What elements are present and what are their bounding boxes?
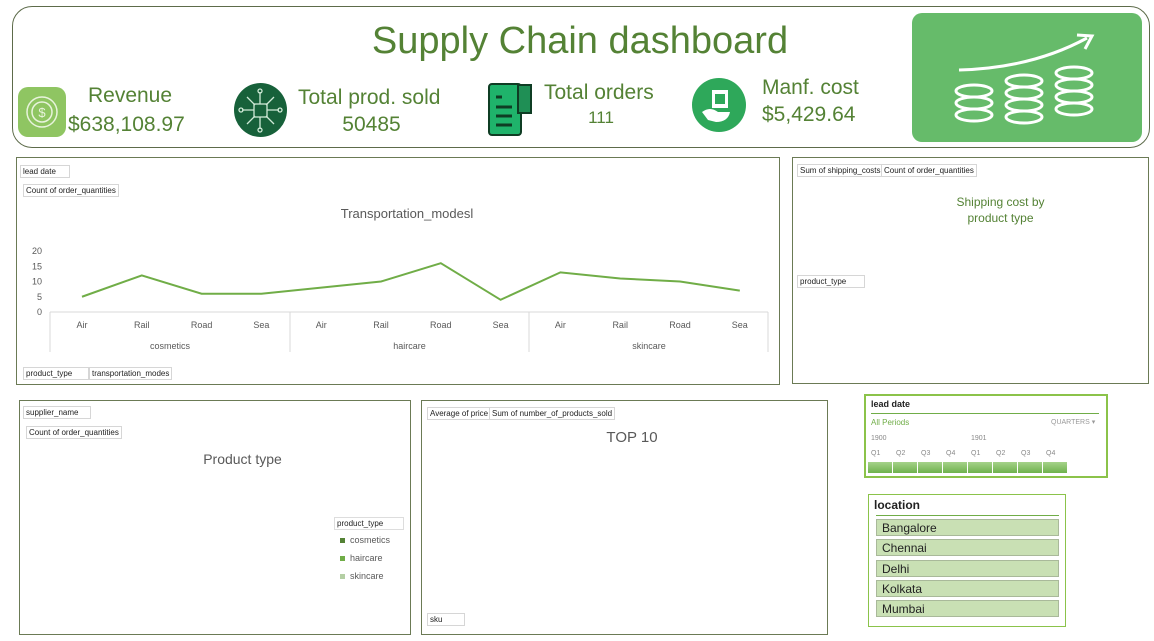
timeline-quarter-label: Q4 (946, 450, 956, 457)
lead-date-timeline[interactable]: lead date All Periods QUARTERS ▾ 1900 190… (864, 394, 1108, 478)
timeline-quarter-label: Q2 (896, 450, 906, 457)
timeline-quarter-label: Q2 (996, 450, 1006, 457)
lead-date-filter[interactable]: lead date (20, 165, 70, 178)
transportation-modes-field[interactable]: transportation_modes (89, 367, 173, 380)
manf-cost-value: $5,429.64 (762, 103, 856, 126)
timeline-quarter-bar[interactable] (893, 462, 917, 473)
revenue-label: Revenue (87, 84, 173, 107)
x-tick-label: Rail (373, 320, 389, 330)
growth-coins-icon (912, 13, 1142, 142)
legend-item: skincare (340, 571, 384, 581)
timeline-title: lead date (871, 399, 911, 409)
x-tick-label: Road (191, 320, 213, 330)
time-level-dropdown[interactable]: QUARTERS ▾ (1051, 418, 1095, 426)
chart-title: Shipping cost by product type (956, 195, 1045, 225)
product-type-field[interactable]: product_type (23, 367, 89, 380)
value-field-tag[interactable]: Count of order_quantities (23, 184, 119, 197)
supplier-name-filter[interactable]: supplier_name (23, 406, 91, 419)
timeline-quarter-bar[interactable] (993, 462, 1017, 473)
pie-chart-panel: supplier_name Count of order_quantities … (19, 400, 411, 635)
location-item[interactable]: Bangalore (876, 519, 1059, 536)
y-tick-label: 5 (37, 292, 42, 302)
legend-swatch (340, 574, 345, 579)
x-tick-label: Sea (253, 320, 269, 330)
chart-title: TOP 10 (606, 429, 658, 446)
time-level-label: QUARTERS (1051, 419, 1090, 426)
hand-money-icon (692, 78, 746, 132)
chart-title: Transportation_modesl (340, 206, 474, 221)
all-periods[interactable]: All Periods (871, 418, 910, 427)
legend-label: skincare (350, 571, 384, 581)
group-label: cosmetics (150, 341, 191, 351)
timeline-quarter-label: Q4 (1046, 450, 1056, 457)
timeline-quarter-bar[interactable] (1018, 462, 1042, 473)
timeline-quarter-bar[interactable] (943, 462, 967, 473)
location-item[interactable]: Kolkata (876, 579, 1059, 597)
product-type-field[interactable]: product_type (797, 275, 865, 288)
total-orders-label: Total orders (544, 81, 654, 104)
y-tick-label: 10 (32, 277, 42, 287)
timeline-quarter-bar[interactable] (918, 462, 942, 473)
total-prod-sold-value: 50485 (342, 113, 401, 136)
timeline-quarter-bar[interactable] (868, 462, 892, 473)
x-tick-label: Air (77, 320, 88, 330)
legend-item: haircare (340, 553, 383, 563)
timeline-quarter-label: Q3 (1021, 450, 1031, 457)
legend-swatch (340, 556, 345, 561)
transport-chart-panel: lead date Count of order_quantities Tran… (16, 157, 780, 385)
dollar-icon: $ (18, 87, 66, 137)
y-tick-label: 20 (32, 246, 42, 256)
average-price-field[interactable]: Average of price (427, 407, 492, 420)
header-panel (12, 6, 1150, 148)
dropdown-arrow-icon: ▾ (1091, 419, 1096, 426)
shipping-chart-panel: Sum of shipping_costs Count of order_qua… (792, 157, 1149, 384)
manf-cost-label: Manf. cost (762, 76, 859, 99)
chart-title: Product type (203, 451, 282, 467)
value-field-tag[interactable]: Count of order_quantities (26, 426, 122, 439)
total-prod-sold-label: Total prod. sold (298, 86, 441, 109)
timeline-quarter-label: Q1 (971, 450, 981, 457)
network-box-icon (234, 83, 287, 137)
top10-chart-panel: Average of price Sum of number_of_produc… (421, 400, 828, 635)
timeline-quarter-bar[interactable] (968, 462, 992, 473)
location-item[interactable]: Chennai (876, 539, 1059, 557)
sku-field[interactable]: sku (427, 613, 465, 626)
legend-label: haircare (350, 553, 383, 563)
order-quantities-field[interactable]: Count of order_quantities (881, 164, 977, 177)
legend-label: cosmetics (350, 535, 391, 545)
location-item[interactable]: Mumbai (876, 600, 1059, 618)
x-tick-label: Air (316, 320, 327, 330)
group-label: skincare (632, 341, 666, 351)
y-tick-label: 0 (37, 307, 42, 317)
timeline-quarter-label: Q1 (871, 450, 881, 457)
slicer-title: location (874, 498, 921, 512)
page-title: Supply Chain dashboard (371, 20, 789, 62)
x-tick-label: Sea (493, 320, 509, 330)
legend-title[interactable]: product_type (334, 517, 404, 530)
group-label: haircare (393, 341, 426, 351)
receipt-icon (488, 83, 534, 136)
location-item[interactable]: Delhi (876, 559, 1059, 577)
shipping-costs-field[interactable]: Sum of shipping_costs (797, 164, 884, 177)
legend-item: cosmetics (340, 535, 390, 545)
x-tick-label: Road (669, 320, 691, 330)
series-line (81, 262, 740, 301)
timeline-year: 1901 (971, 435, 987, 442)
x-tick-label: Rail (134, 320, 150, 330)
x-tick-label: Sea (732, 320, 748, 330)
y-tick-label: 15 (32, 261, 42, 271)
total-orders-value: 111 (588, 108, 614, 127)
x-tick-label: Air (555, 320, 566, 330)
products-sold-field[interactable]: Sum of number_of_products_sold (489, 407, 616, 420)
timeline-quarter-bar[interactable] (1043, 462, 1067, 473)
timeline-quarter-label: Q3 (921, 450, 931, 457)
x-tick-label: Rail (612, 320, 628, 330)
legend-swatch (340, 538, 345, 543)
timeline-year: 1900 (871, 435, 887, 442)
x-tick-label: Road (430, 320, 452, 330)
location-slicer: location Bangalore Chennai Delhi Kolkata Mum… (868, 494, 1066, 627)
svg-text:$: $ (38, 105, 46, 120)
revenue-value: $638,108.97 (68, 113, 185, 136)
